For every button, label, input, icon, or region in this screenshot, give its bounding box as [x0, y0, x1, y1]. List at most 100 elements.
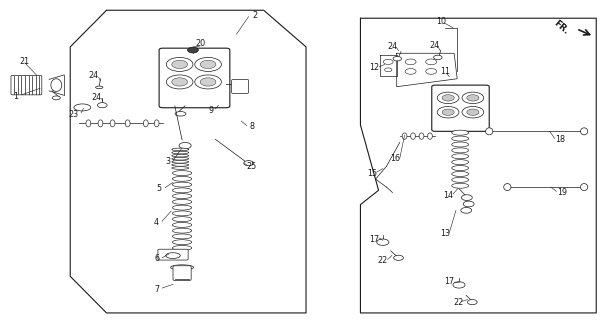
Text: 7: 7 — [154, 284, 159, 293]
Circle shape — [437, 107, 459, 118]
Circle shape — [394, 255, 404, 260]
Ellipse shape — [451, 142, 468, 147]
Ellipse shape — [171, 164, 188, 166]
Ellipse shape — [125, 120, 130, 127]
Text: FR.: FR. — [552, 18, 570, 36]
Text: 21: 21 — [20, 57, 30, 66]
Text: 5: 5 — [156, 184, 162, 193]
Circle shape — [461, 195, 472, 200]
Ellipse shape — [428, 133, 433, 139]
Text: 14: 14 — [443, 190, 453, 200]
Ellipse shape — [172, 176, 191, 181]
Ellipse shape — [144, 120, 148, 127]
Text: 15: 15 — [367, 169, 378, 178]
Circle shape — [167, 57, 193, 71]
FancyBboxPatch shape — [158, 249, 188, 260]
Ellipse shape — [172, 211, 191, 216]
Circle shape — [385, 68, 392, 72]
Circle shape — [426, 68, 436, 74]
Ellipse shape — [172, 205, 191, 210]
Text: 16: 16 — [390, 154, 400, 163]
Ellipse shape — [52, 96, 60, 100]
Ellipse shape — [451, 177, 468, 182]
Ellipse shape — [171, 151, 188, 154]
FancyBboxPatch shape — [11, 76, 42, 95]
Ellipse shape — [74, 104, 91, 111]
Ellipse shape — [172, 188, 191, 193]
FancyBboxPatch shape — [159, 48, 230, 108]
Ellipse shape — [411, 133, 416, 139]
Ellipse shape — [155, 120, 159, 127]
Circle shape — [467, 300, 477, 305]
Text: 20: 20 — [195, 39, 205, 48]
Text: 2: 2 — [252, 11, 257, 20]
Ellipse shape — [419, 133, 424, 139]
Text: 19: 19 — [557, 188, 567, 197]
Ellipse shape — [110, 120, 115, 127]
Circle shape — [377, 239, 389, 245]
Circle shape — [453, 282, 465, 288]
Ellipse shape — [172, 222, 191, 227]
Circle shape — [393, 56, 402, 61]
Circle shape — [384, 59, 393, 64]
Ellipse shape — [86, 120, 91, 127]
Text: 1: 1 — [13, 92, 18, 101]
Ellipse shape — [171, 148, 188, 151]
Ellipse shape — [171, 157, 188, 160]
Text: 3: 3 — [165, 157, 171, 166]
Circle shape — [171, 60, 187, 68]
Ellipse shape — [166, 253, 180, 259]
Circle shape — [244, 161, 253, 166]
Ellipse shape — [172, 182, 191, 187]
Ellipse shape — [402, 133, 407, 139]
Text: 24: 24 — [91, 93, 101, 102]
Circle shape — [167, 75, 193, 89]
Text: 18: 18 — [555, 135, 565, 144]
Circle shape — [200, 60, 216, 68]
Circle shape — [461, 207, 471, 213]
Circle shape — [187, 47, 198, 53]
Ellipse shape — [98, 120, 103, 127]
Text: 12: 12 — [368, 63, 379, 72]
Text: 24: 24 — [88, 71, 98, 80]
Ellipse shape — [485, 128, 493, 135]
Text: 10: 10 — [436, 17, 446, 26]
Circle shape — [463, 201, 474, 207]
Text: 9: 9 — [208, 106, 214, 115]
Ellipse shape — [451, 160, 468, 165]
Text: 13: 13 — [440, 229, 450, 238]
Text: 4: 4 — [153, 218, 159, 227]
Ellipse shape — [451, 136, 468, 141]
Ellipse shape — [172, 199, 191, 204]
Ellipse shape — [172, 171, 191, 176]
Circle shape — [434, 55, 442, 60]
Ellipse shape — [172, 234, 191, 239]
Ellipse shape — [451, 154, 468, 159]
Circle shape — [200, 78, 216, 86]
Ellipse shape — [581, 184, 588, 191]
Ellipse shape — [51, 79, 62, 92]
Text: 24: 24 — [430, 41, 440, 51]
Text: 6: 6 — [154, 254, 159, 263]
Circle shape — [171, 78, 187, 86]
Circle shape — [179, 142, 191, 149]
Circle shape — [442, 95, 454, 101]
Text: 25: 25 — [247, 162, 257, 171]
Ellipse shape — [451, 183, 468, 188]
Circle shape — [467, 109, 479, 116]
Ellipse shape — [175, 112, 186, 116]
FancyBboxPatch shape — [173, 266, 191, 280]
Circle shape — [462, 92, 484, 104]
Ellipse shape — [171, 154, 188, 157]
Ellipse shape — [171, 265, 193, 270]
Ellipse shape — [172, 228, 191, 233]
Text: 23: 23 — [68, 110, 78, 119]
Text: 17: 17 — [444, 277, 454, 286]
Ellipse shape — [171, 167, 188, 169]
Circle shape — [195, 75, 221, 89]
Text: 17: 17 — [369, 235, 379, 244]
Circle shape — [467, 95, 479, 101]
FancyBboxPatch shape — [432, 85, 489, 131]
Ellipse shape — [504, 184, 511, 191]
Text: 22: 22 — [453, 298, 464, 307]
